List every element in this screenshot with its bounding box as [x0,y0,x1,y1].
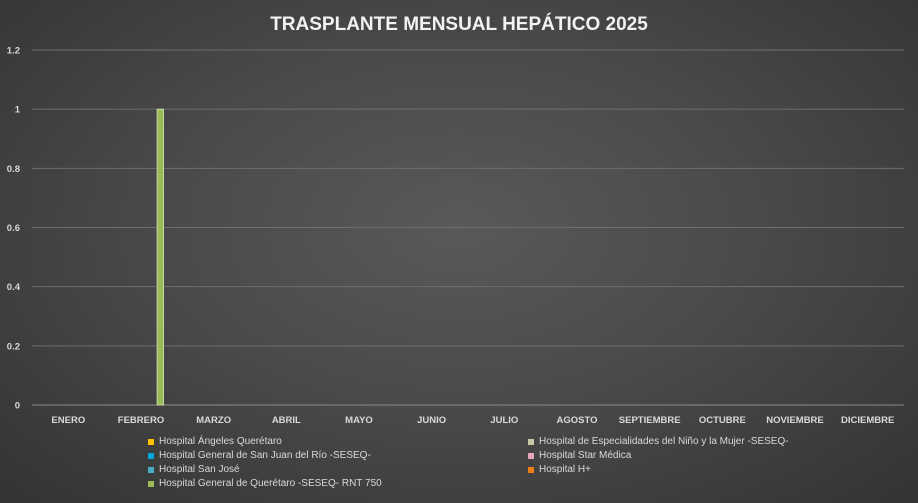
legend-item: Hospital Star Médica [528,449,848,462]
x-tick-label: AGOSTO [557,415,598,426]
x-tick-label: DICIEMBRE [841,415,894,426]
x-tick-label: MAYO [345,415,373,426]
x-axis: ENERO FEBRERO MARZO ABRIL MAYO JUNIO JULIO AGOS… [51,415,894,426]
x-tick-label: JULIO [490,415,518,426]
y-tick-label: 0.8 [7,164,20,175]
y-tick-label: 0.4 [7,282,21,293]
x-tick-label: JUNIO [417,415,446,426]
bars [156,108,164,406]
legend-label: Hospital de Especialidades del Niño y la… [539,436,789,447]
y-tick-label: 0.6 [7,223,20,234]
legend-swatch [528,452,534,459]
legend-item: Hospital General de San Juan del Río -SE… [148,449,528,462]
legend-swatch [148,480,154,487]
legend-swatch [528,466,534,473]
legend-item: Hospital de Especialidades del Niño y la… [528,435,848,448]
bar [156,108,164,406]
x-tick-label: ABRIL [272,415,301,426]
x-tick-label: OCTUBRE [699,415,746,426]
legend-label: Hospital H+ [539,464,591,475]
legend-item: Hospital Ángeles Querétaro [148,435,528,448]
legend-label: Hospital San José [159,464,240,475]
legend-swatch [148,438,154,445]
gridlines [32,49,904,406]
legend-swatch [528,438,534,445]
y-tick-label: 1.2 [7,46,20,57]
legend-swatch [148,452,154,459]
legend-label: Hospital Ángeles Querétaro [159,436,282,447]
x-tick-label: FEBRERO [118,415,164,426]
x-tick-label: MARZO [196,415,231,426]
legend-item: Hospital San José [148,463,528,476]
y-tick-label: 0 [15,401,20,412]
legend-label: Hospital General de San Juan del Río -SE… [159,450,371,461]
legend: Hospital Ángeles Querétaro Hospital de Es… [148,435,848,490]
x-tick-label: ENERO [51,415,85,426]
legend-label: Hospital Star Médica [539,450,632,461]
y-axis: 0 0.2 0.4 0.6 0.8 1 1.2 [7,46,21,412]
x-tick-label: SEPTIEMBRE [619,415,681,426]
x-tick-label: NOVIEMBRE [766,415,824,426]
y-tick-label: 1 [15,105,21,116]
legend-item: Hospital H+ [528,463,848,476]
legend-item: Hospital General de Querétaro -SESEQ- RN… [148,477,528,490]
legend-label: Hospital General de Querétaro -SESEQ- RN… [159,478,382,489]
legend-swatch [148,466,154,473]
chart-title: TRASPLANTE MENSUAL HEPÁTICO 2025 [270,13,648,35]
y-tick-label: 0.2 [7,341,20,352]
